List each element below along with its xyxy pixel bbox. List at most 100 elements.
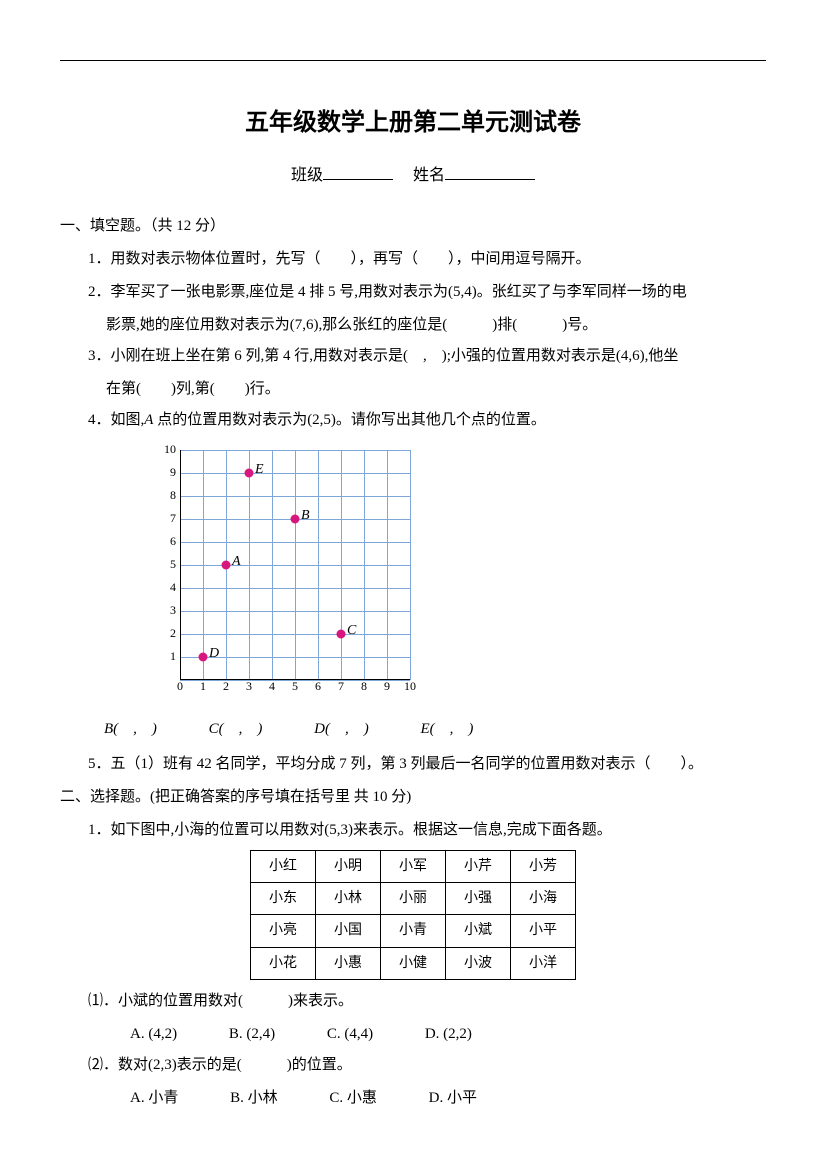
table-cell: 小红 xyxy=(251,850,316,882)
table-cell: 小林 xyxy=(316,883,381,915)
section1-header: 一、填空题。（共 12 分） xyxy=(60,213,766,240)
name-label: 姓名 xyxy=(413,167,445,184)
meta-line: 班级 姓名 xyxy=(60,162,766,191)
q4: 4．如图,A 点的位置用数对表示为(2,5)。请你写出其他几个点的位置。 xyxy=(60,407,766,434)
gridline-v xyxy=(387,450,388,680)
table-cell: 小芳 xyxy=(511,850,576,882)
opt2-D: D. 小平 xyxy=(429,1085,477,1112)
gridline-h xyxy=(180,634,410,635)
point-D xyxy=(199,652,208,661)
gridline-h xyxy=(180,565,410,566)
q4-answers: B( , ) C( , ) D( , ) E( , ) xyxy=(60,716,766,743)
point-label-E: E xyxy=(255,457,264,482)
q3-line1: 3．小刚在班上坐在第 6 列,第 4 行,用数对表示是( , );小强的位置用数… xyxy=(60,343,766,370)
xtick: 8 xyxy=(361,676,367,698)
table-cell: 小亮 xyxy=(251,915,316,947)
q2-line1: 2．李军买了一张电影票,座位是 4 排 5 号,用数对表示为(5,4)。张红买了… xyxy=(60,279,766,306)
coordinate-grid: 12345678910012345678910ABCDE xyxy=(150,440,430,710)
ytick: 5 xyxy=(170,554,176,576)
opt-D: D. (2,2) xyxy=(425,1021,472,1048)
table-cell: 小军 xyxy=(381,850,446,882)
xtick: 3 xyxy=(246,676,252,698)
point-E xyxy=(245,468,254,477)
gridline-h xyxy=(180,611,410,612)
point-label-C: C xyxy=(347,618,356,643)
table-row: 小东小林小丽小强小海 xyxy=(251,883,576,915)
xtick: 7 xyxy=(338,676,344,698)
gridline-v xyxy=(410,450,411,680)
s2-sub1-options: A. (4,2) B. (2,4) C. (4,4) D. (2,2) xyxy=(60,1021,766,1048)
xtick: 0 xyxy=(177,676,183,698)
q1: 1．用数对表示物体位置时，先写（ ），再写（ ），中间用逗号隔开。 xyxy=(60,246,766,273)
gridline-h xyxy=(180,588,410,589)
xtick: 6 xyxy=(315,676,321,698)
ytick: 7 xyxy=(170,508,176,530)
opt-A: A. (4,2) xyxy=(130,1021,177,1048)
page-title: 五年级数学上册第二单元测试卷 xyxy=(60,101,766,144)
xtick: 4 xyxy=(269,676,275,698)
opt-C: C. (4,4) xyxy=(327,1021,373,1048)
ytick: 6 xyxy=(170,531,176,553)
point-B xyxy=(291,514,300,523)
table-cell: 小斌 xyxy=(446,915,511,947)
xtick: 2 xyxy=(223,676,229,698)
table-cell: 小芹 xyxy=(446,850,511,882)
grid: 12345678910012345678910ABCDE xyxy=(180,450,410,680)
xtick: 9 xyxy=(384,676,390,698)
section2-header: 二、选择题。(把正确答案的序号填在括号里 共 10 分) xyxy=(60,784,766,811)
answer-E: E( , ) xyxy=(420,716,473,743)
s2-sub2: ⑵．数对(2,3)表示的是( )的位置。 xyxy=(60,1052,766,1079)
table-cell: 小惠 xyxy=(316,947,381,979)
table-cell: 小国 xyxy=(316,915,381,947)
answer-B: B( , ) xyxy=(104,716,157,743)
chart-wrap: 12345678910012345678910ABCDE xyxy=(60,440,766,710)
xtick: 1 xyxy=(200,676,206,698)
table-cell: 小洋 xyxy=(511,947,576,979)
class-blank[interactable] xyxy=(323,164,393,180)
table-row: 小红小明小军小芹小芳 xyxy=(251,850,576,882)
ytick: 3 xyxy=(170,600,176,622)
gridline-v xyxy=(341,450,342,680)
answer-C: C( , ) xyxy=(209,716,263,743)
opt2-A: A. 小青 xyxy=(130,1085,178,1112)
names-table: 小红小明小军小芹小芳小东小林小丽小强小海小亮小国小青小斌小平小花小惠小健小波小洋 xyxy=(250,850,576,980)
point-label-D: D xyxy=(209,641,219,666)
opt2-C: C. 小惠 xyxy=(329,1085,377,1112)
q3-line2: 在第( )列,第( )行。 xyxy=(60,376,766,403)
gridline-v xyxy=(318,450,319,680)
ytick: 4 xyxy=(170,577,176,599)
ytick: 9 xyxy=(170,462,176,484)
point-label-A: A xyxy=(232,549,241,574)
name-blank[interactable] xyxy=(445,164,535,180)
q2-line2: 影票,她的座位用数对表示为(7,6),那么张红的座位是( )排( )号。 xyxy=(60,312,766,339)
table-cell: 小健 xyxy=(381,947,446,979)
table-cell: 小丽 xyxy=(381,883,446,915)
xtick: 5 xyxy=(292,676,298,698)
ytick: 2 xyxy=(170,623,176,645)
table-cell: 小平 xyxy=(511,915,576,947)
ytick: 8 xyxy=(170,485,176,507)
class-label: 班级 xyxy=(291,167,323,184)
answer-D: D( , ) xyxy=(314,716,369,743)
opt2-B: B. 小林 xyxy=(230,1085,278,1112)
point-A xyxy=(222,560,231,569)
table-cell: 小东 xyxy=(251,883,316,915)
table-cell: 小波 xyxy=(446,947,511,979)
table-cell: 小青 xyxy=(381,915,446,947)
xtick: 10 xyxy=(404,676,416,698)
s2-sub1: ⑴．小斌的位置用数对( )来表示。 xyxy=(60,988,766,1015)
opt-B: B. (2,4) xyxy=(229,1021,275,1048)
ytick: 1 xyxy=(170,646,176,668)
s2-sub2-options: A. 小青 B. 小林 C. 小惠 D. 小平 xyxy=(60,1085,766,1112)
table-row: 小亮小国小青小斌小平 xyxy=(251,915,576,947)
table-cell: 小海 xyxy=(511,883,576,915)
s2-q1: 1．如下图中,小海的位置可以用数对(5,3)来表示。根据这一信息,完成下面各题。 xyxy=(60,817,766,844)
table-cell: 小花 xyxy=(251,947,316,979)
point-C xyxy=(337,629,346,638)
table-cell: 小强 xyxy=(446,883,511,915)
q5: 5．五（1）班有 42 名同学，平均分成 7 列，第 3 列最后一名同学的位置用… xyxy=(60,751,766,778)
names-table-wrap: 小红小明小军小芹小芳小东小林小丽小强小海小亮小国小青小斌小平小花小惠小健小波小洋 xyxy=(60,850,766,980)
table-cell: 小明 xyxy=(316,850,381,882)
table-row: 小花小惠小健小波小洋 xyxy=(251,947,576,979)
point-label-B: B xyxy=(301,503,310,528)
